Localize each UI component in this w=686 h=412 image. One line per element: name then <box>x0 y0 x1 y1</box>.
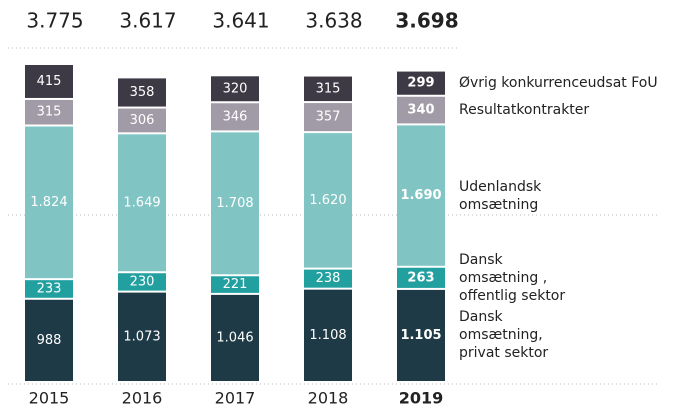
x-tick-label: 2016 <box>122 389 163 408</box>
total-label: 3.617 <box>119 9 176 33</box>
bar-segment <box>211 132 259 275</box>
bar-segment <box>25 99 73 125</box>
value-label: 358 <box>130 85 155 100</box>
bar-segment <box>25 299 73 381</box>
value-label: 1.649 <box>123 195 160 210</box>
bar-segment <box>211 276 259 293</box>
bar-segment <box>397 71 445 95</box>
value-label: 315 <box>37 105 62 120</box>
bar-segment <box>211 76 259 102</box>
value-label: 1.620 <box>309 193 346 208</box>
value-label: 346 <box>223 109 248 124</box>
value-label: 340 <box>407 103 434 118</box>
value-label: 233 <box>37 281 62 296</box>
value-label: 1.690 <box>400 188 441 203</box>
bar-segment <box>304 103 352 132</box>
bar-segment <box>118 78 166 107</box>
bar-segment <box>397 267 445 288</box>
legend-entry: Øvrig konkurrenceudsat FoU <box>459 75 658 92</box>
value-label: 263 <box>407 270 434 285</box>
total-label: 3.638 <box>305 9 362 33</box>
bar-segment <box>211 294 259 381</box>
x-tick-label: 2015 <box>29 389 70 408</box>
value-label: 357 <box>316 110 341 125</box>
total-label: 3.775 <box>26 9 83 33</box>
x-tick-label: 2017 <box>215 389 256 408</box>
legend-entry: Udenlandsk omsætning <box>459 178 542 213</box>
legend-entry: Resultatkontrakter <box>459 102 590 119</box>
bar-segment <box>304 269 352 288</box>
value-label: 238 <box>316 271 341 286</box>
value-label: 315 <box>316 81 341 96</box>
value-label: 230 <box>130 274 155 289</box>
value-label: 988 <box>37 333 62 348</box>
value-label: 1.105 <box>400 328 441 343</box>
bar-segment <box>304 133 352 268</box>
x-tick-label: 2018 <box>308 389 349 408</box>
bar-segment <box>25 126 73 279</box>
bar-segment <box>118 292 166 381</box>
value-label: 1.708 <box>216 196 253 211</box>
bar-segment <box>118 134 166 272</box>
bar-segment <box>397 96 445 124</box>
value-label: 1.108 <box>309 328 346 343</box>
bar-segment <box>25 280 73 298</box>
value-label: 221 <box>223 277 248 292</box>
value-label: 320 <box>223 81 248 96</box>
legend-entry: Dansk omsætning, privat sektor <box>459 309 549 362</box>
bar-segment <box>25 65 73 98</box>
bar-segment <box>397 289 445 381</box>
total-label: 3.641 <box>212 9 269 33</box>
bar-segment <box>304 76 352 102</box>
bar-segment <box>118 108 166 133</box>
bar-segment <box>397 125 445 266</box>
value-label: 306 <box>130 113 155 128</box>
value-label: 415 <box>37 74 62 89</box>
x-tick-label: 2019 <box>399 389 444 408</box>
value-label: 1.073 <box>123 329 160 344</box>
total-label: 3.698 <box>395 9 458 33</box>
legend-entry: Dansk omsætning , offentlig sektor <box>459 251 566 304</box>
bar-segment <box>211 103 259 131</box>
value-label: 1.046 <box>216 330 253 345</box>
value-label: 1.824 <box>30 195 67 210</box>
value-label: 299 <box>407 76 434 91</box>
bar-segment <box>118 273 166 291</box>
bar-segment <box>304 289 352 381</box>
